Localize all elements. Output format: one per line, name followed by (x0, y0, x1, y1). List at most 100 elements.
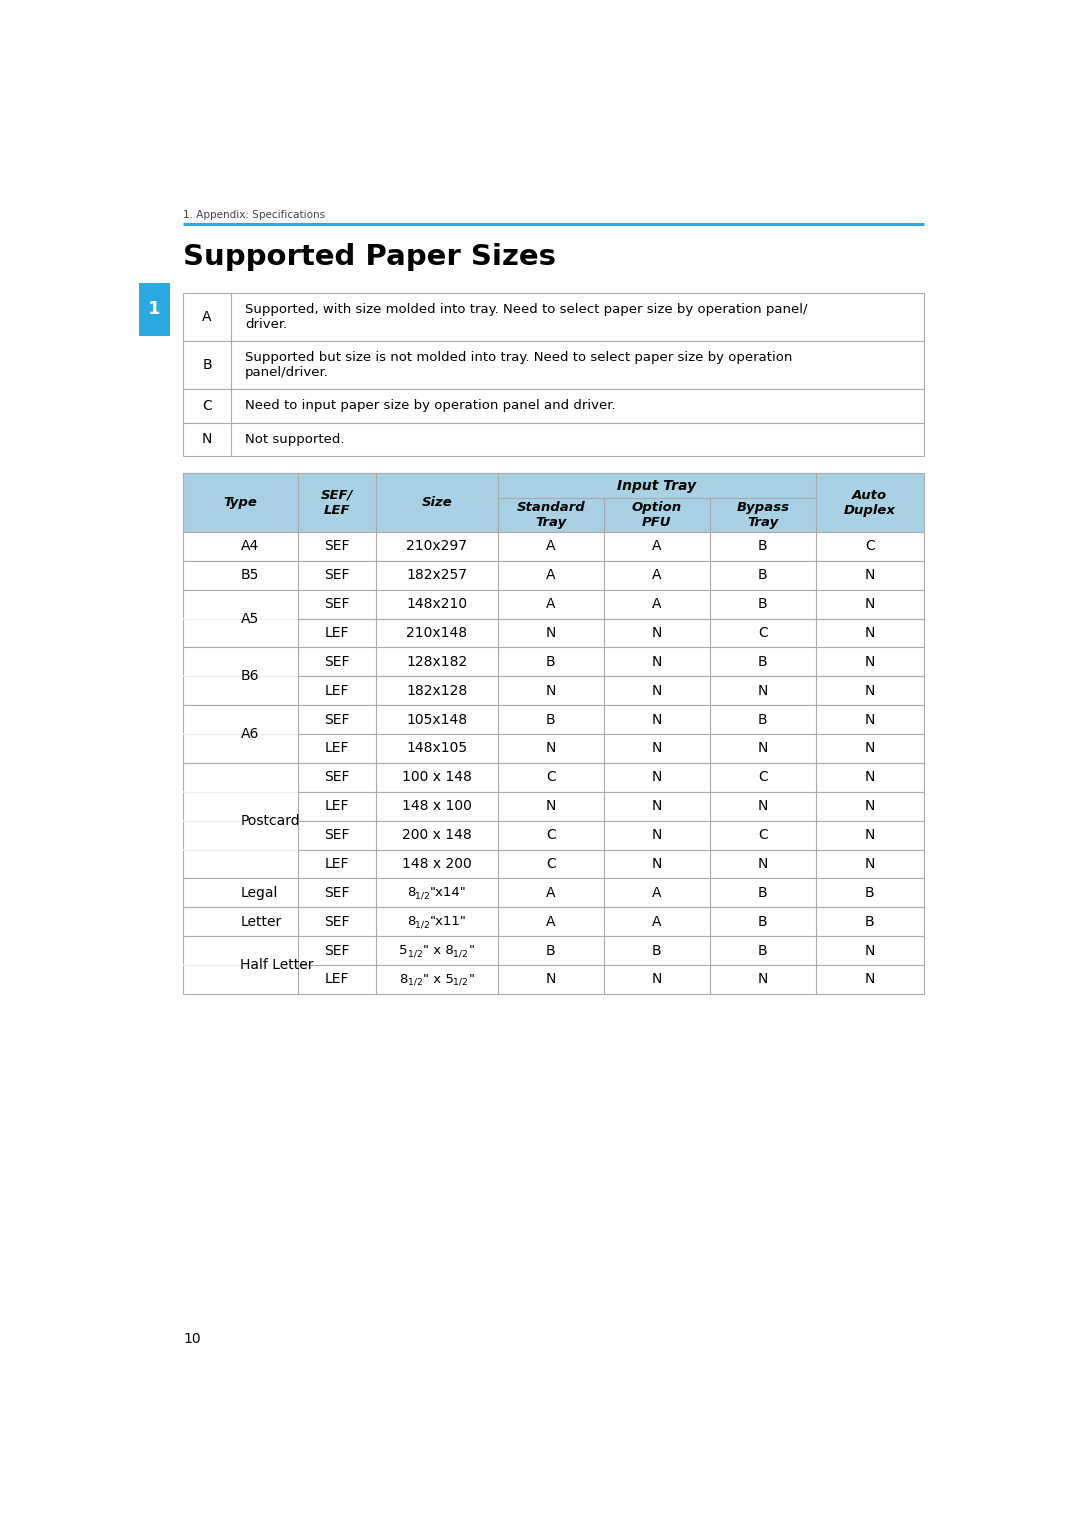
Text: A5: A5 (241, 611, 259, 625)
Text: Bypass
Tray: Bypass Tray (737, 501, 789, 529)
Text: B: B (865, 915, 875, 928)
Text: N: N (651, 683, 662, 697)
Bar (183, 473, 924, 532)
Text: N: N (651, 741, 662, 755)
Text: 210x297: 210x297 (406, 539, 468, 553)
Text: N: N (865, 973, 875, 987)
Text: N: N (865, 627, 875, 640)
Text: 8: 8 (400, 973, 407, 987)
Text: B: B (652, 944, 662, 958)
Text: B: B (758, 654, 768, 669)
Text: N: N (545, 683, 556, 697)
Text: N: N (865, 568, 875, 582)
Text: Standard
Tray: Standard Tray (516, 501, 585, 529)
Text: N: N (865, 944, 875, 958)
Text: A: A (546, 597, 555, 611)
Text: N: N (202, 432, 213, 446)
Text: N: N (865, 683, 875, 697)
Text: B: B (865, 885, 875, 899)
Bar (139, 283, 170, 336)
Text: 5: 5 (400, 944, 408, 958)
Bar (183, 936, 924, 965)
Text: C: C (758, 829, 768, 843)
Bar (183, 590, 924, 619)
Text: N: N (651, 712, 662, 726)
Text: N: N (651, 973, 662, 987)
Text: SEF: SEF (324, 915, 350, 928)
Text: N: N (545, 973, 556, 987)
Text: A6: A6 (241, 728, 259, 741)
Text: LEF: LEF (324, 741, 349, 755)
Bar (183, 821, 924, 850)
Text: N: N (651, 627, 662, 640)
Bar (183, 561, 924, 590)
Text: B: B (546, 944, 556, 958)
Text: 182x257: 182x257 (406, 568, 468, 582)
Text: SEF: SEF (324, 944, 350, 958)
Text: N: N (757, 800, 768, 813)
Text: 1. Appendix: Specifications: 1. Appendix: Specifications (183, 210, 325, 221)
Text: 128x182: 128x182 (406, 654, 468, 669)
Text: 1/2: 1/2 (415, 892, 430, 901)
Text: 10: 10 (183, 1331, 201, 1345)
Text: SEF: SEF (324, 771, 350, 784)
Text: A4: A4 (241, 539, 259, 553)
Text: Size: Size (421, 496, 453, 509)
Text: ": " (469, 944, 474, 958)
Text: Supported but size is not molded into tray. Need to select paper size by operati: Supported but size is not molded into tr… (245, 351, 793, 378)
Text: LEF: LEF (324, 800, 349, 813)
Text: 200 x 148: 200 x 148 (402, 829, 472, 843)
Text: N: N (865, 741, 875, 755)
Text: B5: B5 (241, 568, 259, 582)
Text: 105x148: 105x148 (406, 712, 468, 726)
Text: N: N (865, 712, 875, 726)
Text: 8: 8 (407, 887, 415, 899)
Text: LEF: LEF (324, 683, 349, 697)
Text: SEF: SEF (324, 829, 350, 843)
Text: " x 5: " x 5 (422, 973, 454, 987)
Bar (183, 878, 924, 907)
Text: SEF: SEF (324, 654, 350, 669)
Text: Legal: Legal (241, 885, 278, 899)
Text: N: N (545, 800, 556, 813)
Text: "x14": "x14" (430, 887, 467, 899)
Text: Half Letter: Half Letter (241, 958, 314, 971)
Bar (183, 423, 924, 457)
Text: N: N (865, 829, 875, 843)
Text: 1: 1 (148, 300, 161, 319)
Text: B: B (758, 712, 768, 726)
Text: SEF: SEF (324, 712, 350, 726)
Text: C: C (865, 539, 875, 553)
Bar (183, 676, 924, 705)
Text: Letter: Letter (241, 915, 282, 928)
Text: N: N (651, 800, 662, 813)
Text: SEF: SEF (324, 597, 350, 611)
Bar (183, 965, 924, 994)
Text: 8: 8 (407, 915, 415, 928)
Text: Postcard: Postcard (241, 813, 300, 827)
Text: "x11": "x11" (430, 915, 467, 928)
Text: N: N (757, 741, 768, 755)
Text: N: N (865, 771, 875, 784)
Text: 210x148: 210x148 (406, 627, 468, 640)
Text: 148x210: 148x210 (406, 597, 468, 611)
Text: A: A (652, 539, 662, 553)
Text: C: C (546, 771, 556, 784)
Text: A: A (652, 597, 662, 611)
Text: N: N (651, 856, 662, 872)
Text: Supported, with size molded into tray. Need to select paper size by operation pa: Supported, with size molded into tray. N… (245, 303, 808, 331)
Text: A: A (202, 309, 212, 325)
Text: 1/2: 1/2 (454, 977, 469, 987)
Text: C: C (546, 829, 556, 843)
Text: LEF: LEF (324, 973, 349, 987)
Text: N: N (865, 654, 875, 669)
Bar (183, 705, 924, 734)
Text: Input Tray: Input Tray (618, 478, 697, 493)
Text: N: N (757, 973, 768, 987)
Text: A: A (546, 568, 555, 582)
Text: B: B (758, 568, 768, 582)
Bar (183, 734, 924, 763)
Bar (183, 293, 924, 342)
Text: B: B (758, 597, 768, 611)
Text: Not supported.: Not supported. (245, 434, 345, 446)
